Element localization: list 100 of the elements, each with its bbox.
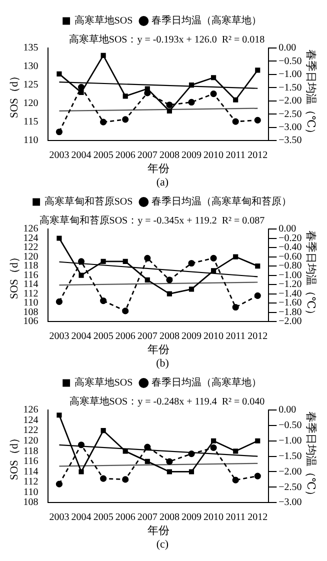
x-tick-label: 2011 bbox=[226, 331, 246, 342]
x-tick-label: 2004 bbox=[71, 512, 92, 524]
point bbox=[188, 98, 195, 106]
y2-tick-label: −0.50 bbox=[278, 420, 302, 432]
y2-tick-label: −0.50 bbox=[278, 56, 302, 67]
y-tick-label: 115 bbox=[24, 116, 38, 128]
point bbox=[233, 448, 238, 454]
y-tick-label: 110 bbox=[24, 298, 38, 309]
y2-tick-label: 0.00 bbox=[278, 224, 296, 235]
y-tick-label: 122 bbox=[23, 425, 38, 436]
point bbox=[255, 264, 260, 269]
y-tick-label: 130 bbox=[23, 61, 38, 72]
legend-label: 高寒草地SOS bbox=[74, 14, 133, 27]
legend-label: 春季日均温（高寒草甸和苔原） bbox=[152, 196, 292, 208]
y2-tick-label: −2.50 bbox=[278, 482, 302, 493]
y-tick-label: 108 bbox=[23, 306, 38, 318]
y-tick-label: 116 bbox=[24, 456, 38, 468]
point bbox=[210, 444, 217, 451]
point bbox=[166, 291, 172, 296]
point bbox=[56, 298, 63, 305]
y-tick-label: 118 bbox=[24, 260, 38, 272]
point bbox=[56, 480, 63, 488]
x-tick-label: 2011 bbox=[226, 150, 246, 162]
x-tick-label: 2006 bbox=[115, 150, 136, 162]
point bbox=[255, 68, 260, 73]
y2-tick-label: −2.00 bbox=[278, 316, 302, 328]
text: (c) bbox=[156, 538, 169, 550]
x-axis-title: 年份 bbox=[147, 163, 170, 176]
point bbox=[56, 128, 63, 136]
y-tick-label: 112 bbox=[24, 476, 38, 488]
y2-tick-label: −3.00 bbox=[278, 497, 302, 508]
x-tick-label: 2006 bbox=[115, 512, 136, 524]
y2-tick-label: 0.00 bbox=[278, 42, 296, 54]
point bbox=[232, 118, 239, 125]
legend-label: 高寒草地SOS bbox=[74, 376, 133, 389]
y2-tick-label: −1.60 bbox=[278, 298, 302, 309]
point bbox=[211, 438, 216, 444]
point bbox=[78, 258, 85, 265]
y2-tick-label: −3.00 bbox=[278, 122, 302, 133]
y-tick-label: 120 bbox=[23, 435, 38, 446]
point bbox=[188, 450, 195, 458]
point bbox=[254, 472, 261, 480]
point bbox=[254, 116, 261, 124]
y2-tick-label: −1.00 bbox=[278, 69, 302, 80]
point bbox=[122, 308, 129, 314]
y-axis-title: SOS（d） bbox=[8, 70, 20, 118]
point bbox=[254, 292, 261, 299]
y-tick-label: 112 bbox=[24, 288, 38, 300]
x-tick-label: 2005 bbox=[93, 331, 114, 342]
y-tick-label: 120 bbox=[23, 251, 38, 262]
y2-tick-label: −1.00 bbox=[278, 270, 302, 281]
point bbox=[78, 469, 84, 474]
point bbox=[144, 254, 151, 262]
point bbox=[255, 438, 260, 444]
point bbox=[100, 428, 106, 434]
x-tick-label: 2003 bbox=[49, 150, 70, 162]
x-tick-label: 2005 bbox=[93, 512, 114, 524]
text: 高寒草地SOS：y = -0.193x + 126.0 R² = 0.018 bbox=[68, 34, 265, 46]
x-tick-label: 2008 bbox=[159, 150, 180, 162]
x-axis-title: 年份 bbox=[147, 344, 170, 356]
x-tick-label: 2008 bbox=[159, 512, 180, 524]
point bbox=[232, 476, 239, 484]
point bbox=[100, 475, 107, 482]
y-tick-label: 118 bbox=[24, 446, 38, 457]
point bbox=[78, 442, 85, 448]
x-tick-label: 2004 bbox=[71, 150, 92, 162]
y-tick-label: 126 bbox=[23, 404, 38, 416]
point bbox=[188, 82, 194, 88]
point bbox=[122, 448, 128, 454]
y-tick-label: 120 bbox=[23, 98, 38, 110]
point bbox=[188, 469, 194, 474]
x-tick-label: 2012 bbox=[248, 512, 268, 524]
x-tick-label: 2010 bbox=[204, 331, 224, 342]
y2-tick-label: −0.40 bbox=[278, 242, 302, 254]
point bbox=[100, 118, 107, 126]
y-tick-label: 122 bbox=[23, 242, 38, 254]
point bbox=[188, 286, 194, 292]
point bbox=[122, 94, 128, 99]
point bbox=[122, 116, 129, 123]
point bbox=[211, 75, 216, 80]
y2-axis-title: 春季日均温（℃） bbox=[304, 50, 318, 139]
legend-label: 春季日均温（高寒草地） bbox=[152, 376, 262, 389]
point bbox=[233, 254, 238, 260]
point bbox=[100, 52, 106, 58]
x-axis-title: 年份 bbox=[147, 525, 170, 538]
y2-tick-label: −1.50 bbox=[278, 450, 302, 462]
point bbox=[144, 277, 150, 282]
point bbox=[56, 71, 62, 76]
point bbox=[100, 297, 107, 304]
y2-tick-label: −1.00 bbox=[278, 435, 302, 446]
text: (a) bbox=[156, 176, 169, 188]
point bbox=[166, 469, 172, 474]
x-tick-label: 2007 bbox=[137, 331, 158, 342]
x-tick-label: 2010 bbox=[204, 150, 224, 162]
y-tick-label: 124 bbox=[23, 414, 38, 426]
x-tick-label: 2010 bbox=[204, 512, 224, 524]
y2-tick-label: −1.40 bbox=[278, 288, 302, 300]
y2-tick-label: −0.80 bbox=[278, 260, 302, 272]
x-tick-label: 2005 bbox=[93, 150, 114, 162]
x-tick-label: 2004 bbox=[71, 331, 92, 342]
